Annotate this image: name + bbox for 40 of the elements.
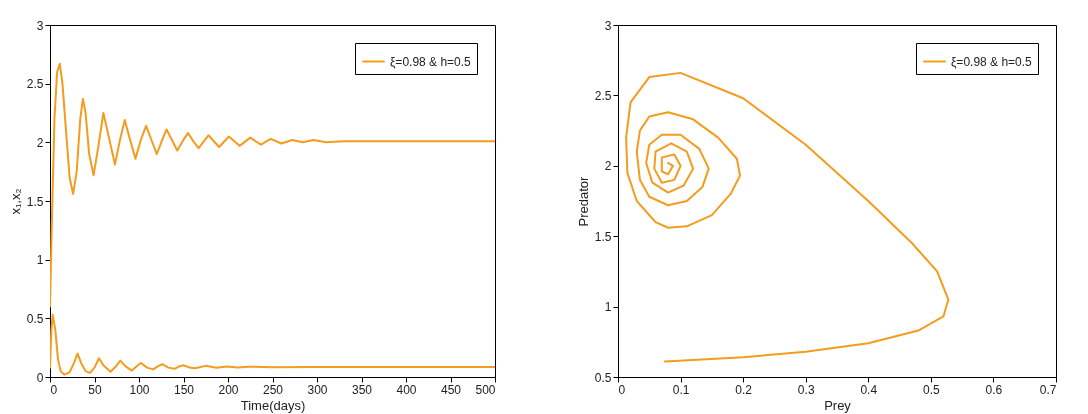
x-tick-label: 250 (262, 382, 284, 397)
x-tick-label: 0.3 (797, 382, 815, 397)
x-tick-label: 0.1 (672, 382, 690, 397)
y-tick-label: 3 (36, 18, 44, 33)
y-tick-label: 2.5 (594, 88, 612, 103)
x-tick-label: 0.4 (860, 382, 878, 397)
y-tick-label: 2.5 (26, 77, 44, 92)
x-tick-label: 0 (618, 382, 626, 397)
y-tick-label: 1.5 (594, 229, 612, 244)
x-tick-label: 50 (88, 382, 102, 397)
y-tick-label: 0.5 (594, 370, 612, 385)
line-series (625, 71, 950, 363)
x-tick-label: 150 (173, 382, 195, 397)
x-tick-label: 400 (396, 382, 417, 397)
x-tick-label: 0.5 (923, 382, 941, 397)
x-tick-label: 500 (475, 382, 496, 397)
y-tick-label: 1 (36, 253, 44, 268)
x-tick-label: 100 (129, 382, 150, 397)
x-axis-title: Time(days) (240, 397, 306, 413)
line-series (50, 313, 495, 376)
y-tick-label: 3 (604, 18, 612, 33)
x-tick-label: 0 (50, 382, 58, 397)
x-axis-title: Prey (824, 397, 852, 413)
y-axis-title: Predator (575, 175, 591, 227)
y-tick-label: 2 (604, 159, 612, 174)
x-tick-label: 0.2 (735, 382, 753, 397)
x-tick-label: 350 (351, 382, 373, 397)
x-tick-label: 200 (218, 382, 239, 397)
x-tick-label: 300 (307, 382, 328, 397)
y-tick-label: 1 (604, 300, 612, 315)
legend-label: ξ=0.98 & h=0.5 (390, 54, 472, 69)
y-tick-label: 1.5 (26, 194, 44, 209)
y-axis-title: x₁,x₂ (7, 188, 23, 215)
x-tick-label: 450 (440, 382, 462, 397)
y-tick-label: 2 (36, 135, 44, 150)
y-tick-label: 0 (36, 370, 44, 385)
y-tick-label: 0.5 (26, 311, 44, 326)
legend-label: ξ=0.98 & h=0.5 (951, 54, 1033, 69)
x-tick-label: 0.7 (1039, 382, 1057, 397)
x-tick-label: 0.6 (985, 382, 1003, 397)
